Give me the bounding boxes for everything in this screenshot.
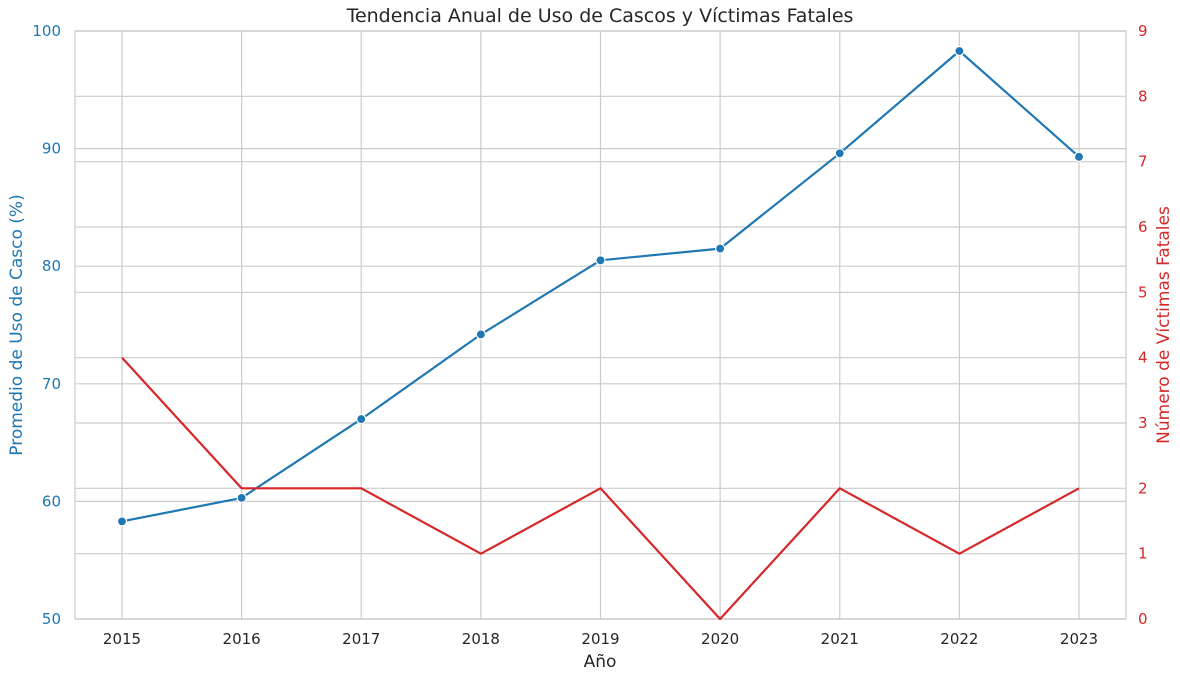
series xyxy=(116,45,1085,621)
x-tick-label: 2020 xyxy=(701,630,739,648)
right-tick-label: 7 xyxy=(1138,153,1148,171)
left-tick-label: 100 xyxy=(32,22,61,40)
chart-title: Tendencia Anual de Uso de Cascos y Vícti… xyxy=(346,5,854,27)
right-tick-label: 8 xyxy=(1138,87,1148,105)
right-tick-label: 0 xyxy=(1138,610,1148,628)
x-tick-label: 2023 xyxy=(1060,630,1098,648)
x-tick-label: 2019 xyxy=(581,630,619,648)
right-tick-label: 5 xyxy=(1138,283,1148,301)
left-tick-label: 80 xyxy=(42,257,61,275)
x-axis: 2015 2016 2017 2018 2019 2020 2021 2022 2023 xyxy=(103,630,1098,648)
left-tick-label: 60 xyxy=(42,492,61,510)
plot-frame xyxy=(74,30,1127,620)
right-tick-label: 3 xyxy=(1138,414,1148,432)
left-tick-label: 50 xyxy=(42,610,61,628)
left-y-axis-label: Promedio de Uso de Casco (%) xyxy=(7,194,27,455)
grid xyxy=(75,30,1126,620)
data-point-left xyxy=(1073,151,1085,162)
data-point-left xyxy=(475,329,486,340)
x-tick-label: 2021 xyxy=(821,630,859,648)
left-tick-label: 70 xyxy=(42,375,61,393)
data-point-left xyxy=(715,243,726,254)
right-tick-label: 6 xyxy=(1138,218,1148,236)
data-point-left xyxy=(954,45,965,57)
left-y-axis: 50 60 70 80 90 100 xyxy=(32,22,61,628)
data-point-left xyxy=(834,148,845,159)
series-line-right xyxy=(121,356,1080,621)
right-tick-label: 1 xyxy=(1138,545,1148,563)
x-tick-label: 2022 xyxy=(940,630,978,648)
left-tick-label: 90 xyxy=(42,140,61,158)
x-axis-label: Año xyxy=(584,652,617,672)
right-tick-label: 4 xyxy=(1138,349,1148,367)
data-point-left xyxy=(116,516,128,527)
x-tick-label: 2015 xyxy=(103,630,141,648)
right-y-axis-label: Número de Víctimas Fatales xyxy=(1154,206,1174,444)
x-tick-label: 2017 xyxy=(342,630,380,648)
data-point-left xyxy=(356,413,367,425)
right-y-axis: 0 1 2 3 4 5 6 7 8 9 xyxy=(1138,22,1148,628)
right-tick-label: 9 xyxy=(1138,22,1148,40)
x-tick-label: 2018 xyxy=(462,630,500,648)
data-point-left xyxy=(236,492,247,503)
data-point-left xyxy=(595,255,606,266)
right-tick-label: 2 xyxy=(1138,479,1148,497)
x-tick-label: 2016 xyxy=(223,630,261,648)
